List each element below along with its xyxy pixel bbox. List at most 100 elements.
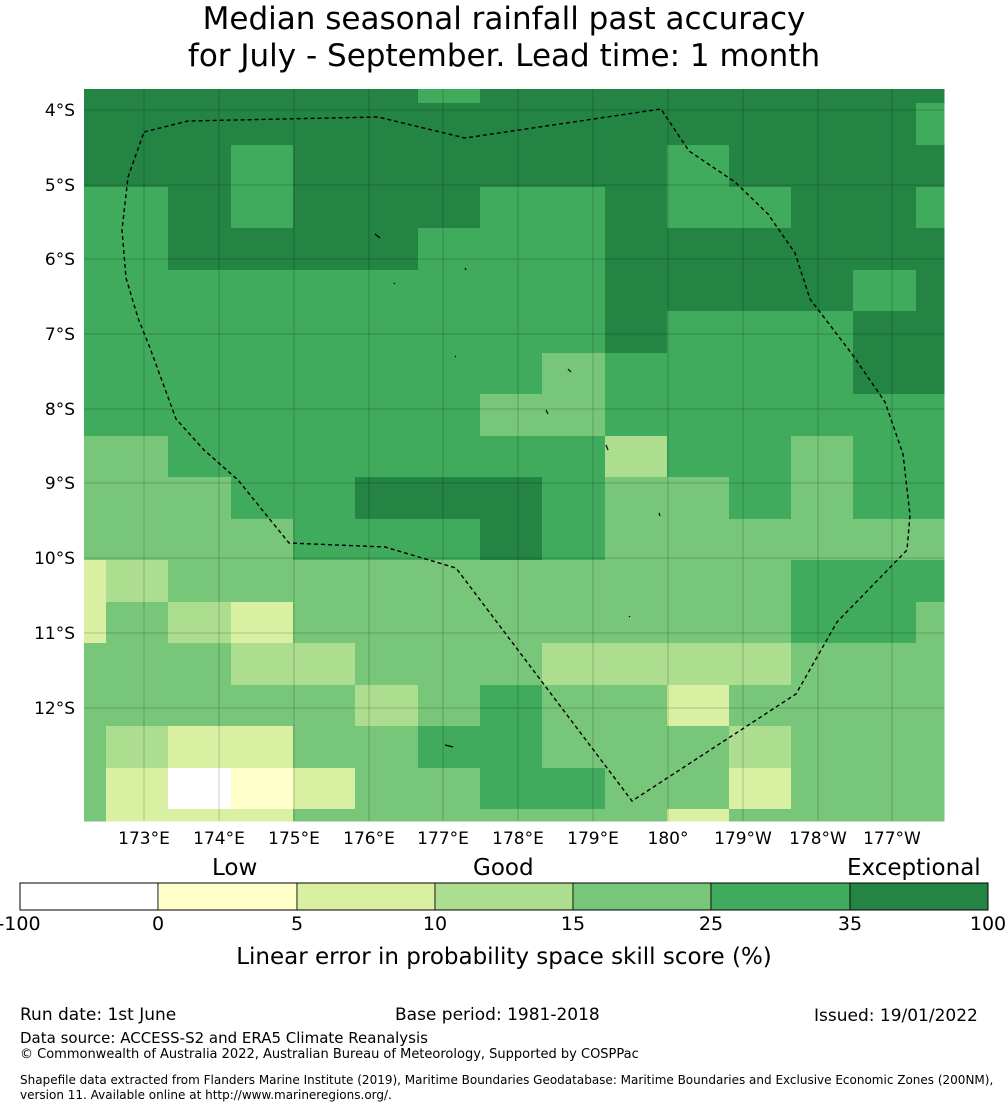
skill-cell	[542, 685, 606, 727]
longitude-label: 173°E	[118, 829, 170, 849]
skill-cell	[916, 228, 945, 271]
skill-cell	[480, 768, 543, 810]
skill-cell	[418, 519, 481, 561]
skill-cell	[480, 187, 543, 229]
skill-cell	[418, 187, 481, 229]
longitude-label: 180°	[648, 829, 689, 849]
skill-cell	[729, 187, 792, 229]
colorbar-segment	[296, 882, 436, 911]
skill-cell	[106, 726, 169, 769]
colorbar-tick: -100	[0, 913, 41, 935]
skill-cell	[480, 89, 543, 104]
map-title-line2: for July - September. Lead time: 1 month	[187, 38, 821, 74]
skill-cell	[729, 89, 792, 104]
skill-cell	[853, 560, 917, 603]
skill-cell	[480, 145, 543, 188]
latitude-label: 8°S	[45, 400, 75, 420]
skill-cell	[168, 726, 232, 769]
skill-cell	[729, 103, 792, 146]
skill-cell	[542, 477, 606, 520]
skill-cell	[853, 726, 917, 769]
skill-cell	[106, 270, 169, 312]
skill-cell	[916, 353, 945, 395]
skill-cell	[480, 436, 543, 478]
skill-cell	[293, 768, 356, 810]
skill-cell	[853, 311, 917, 354]
longitude-label: 174°E	[193, 829, 245, 849]
skill-cell	[231, 685, 294, 727]
skill-cell	[168, 436, 232, 478]
skill-cell	[791, 436, 854, 478]
skill-cell	[667, 89, 730, 104]
skill-cell	[106, 560, 169, 603]
skill-cell	[293, 270, 356, 312]
skill-cell	[853, 103, 917, 146]
skill-cell	[480, 311, 543, 354]
colorbar-segment	[572, 882, 712, 911]
skill-cell	[853, 519, 917, 561]
skill-cell	[84, 436, 107, 478]
skill-cell	[231, 394, 294, 437]
skill-cell	[84, 394, 107, 437]
skill-cell	[853, 602, 917, 644]
skill-cell	[355, 560, 419, 603]
latitude-label: 5°S	[45, 176, 75, 196]
skill-cell	[605, 436, 668, 478]
skill-cell	[791, 768, 854, 810]
skill-cell	[106, 89, 169, 104]
skill-cell	[853, 145, 917, 188]
longitude-label: 178°W	[789, 829, 847, 849]
skill-cell	[729, 726, 792, 769]
longitude-label: 176°E	[343, 829, 395, 849]
skill-cell	[231, 228, 294, 271]
skill-cell	[667, 602, 730, 644]
skill-cell	[293, 602, 356, 644]
colorbar-tick: 35	[837, 913, 863, 935]
skill-cell	[916, 394, 945, 437]
skill-cell	[916, 809, 945, 822]
islands	[374, 233, 661, 748]
skill-cell	[916, 560, 945, 603]
skill-cell	[168, 560, 232, 603]
skill-cell	[916, 768, 945, 810]
skill-cell	[853, 685, 917, 727]
skill-cell	[542, 768, 606, 810]
skill-cell	[106, 145, 169, 188]
skill-cell	[667, 394, 730, 437]
skill-cell	[231, 145, 294, 188]
skill-cell	[418, 602, 481, 644]
skill-cell	[667, 228, 730, 271]
skill-cell	[355, 602, 419, 644]
skill-cell	[355, 187, 419, 229]
skill-cell	[231, 809, 294, 822]
skill-cell	[791, 270, 854, 312]
skill-cell	[667, 560, 730, 603]
skill-cell	[791, 228, 854, 271]
skill-cell	[106, 228, 169, 271]
issued-date: Issued: 19/01/2022	[814, 1006, 978, 1026]
skill-cell	[231, 768, 294, 810]
skill-cell	[418, 643, 481, 686]
skill-cell	[791, 726, 854, 769]
skill-cell	[729, 436, 792, 478]
skill-cell	[84, 602, 107, 644]
skill-cell	[293, 89, 356, 104]
skill-cell	[667, 145, 730, 188]
skill-cell	[853, 228, 917, 271]
skill-cell	[667, 311, 730, 354]
skill-cell	[231, 602, 294, 644]
colorbar-tick: 0	[151, 913, 165, 935]
skill-cell	[916, 726, 945, 769]
skill-cell	[853, 436, 917, 478]
skill-cell	[355, 394, 419, 437]
skill-cell	[355, 436, 419, 478]
skill-cell	[542, 145, 606, 188]
skill-cell	[355, 809, 419, 822]
skill-cell	[168, 394, 232, 437]
skill-cell	[480, 809, 543, 822]
skill-cell	[293, 643, 356, 686]
skill-cell	[605, 270, 668, 312]
skill-cell	[418, 685, 481, 727]
skill-cell	[729, 602, 792, 644]
